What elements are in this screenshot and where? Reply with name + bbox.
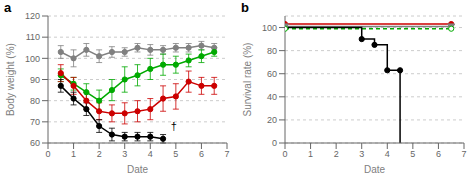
svg-text:0: 0 xyxy=(45,149,50,159)
html-text:b: b xyxy=(241,0,249,15)
svg-text:Date: Date xyxy=(127,164,149,175)
svg-text:7: 7 xyxy=(224,149,229,159)
svg-text:120: 120 xyxy=(25,11,40,21)
svg-text:3: 3 xyxy=(122,149,127,159)
svg-text:90: 90 xyxy=(30,75,40,85)
svg-text:100: 100 xyxy=(25,54,40,64)
svg-text:3: 3 xyxy=(359,149,364,159)
svg-text:40: 40 xyxy=(267,92,277,102)
svg-text:1: 1 xyxy=(308,149,313,159)
svg-text:70: 70 xyxy=(30,117,40,127)
svg-text:Date: Date xyxy=(364,164,386,175)
svg-text:110: 110 xyxy=(26,32,40,42)
svg-text:Body weight (%): Body weight (%) xyxy=(8,43,16,116)
svg-text:Survival rate (%): Survival rate (%) xyxy=(242,43,253,117)
svg-text:5: 5 xyxy=(410,149,415,159)
svg-text:80: 80 xyxy=(267,46,277,56)
svg-text:60: 60 xyxy=(267,69,277,79)
svg-text:6: 6 xyxy=(436,149,441,159)
svg-text:0: 0 xyxy=(282,149,287,159)
svg-text:20: 20 xyxy=(267,115,277,125)
svg-text:2: 2 xyxy=(334,149,339,159)
svg-text:80: 80 xyxy=(30,96,40,106)
svg-text:60: 60 xyxy=(30,138,40,148)
svg-text:7: 7 xyxy=(461,149,466,159)
svg-text:100: 100 xyxy=(262,23,277,33)
svg-text:5: 5 xyxy=(173,149,178,159)
svg-text:2: 2 xyxy=(97,149,102,159)
svg-text:4: 4 xyxy=(148,149,153,159)
html-text:a: a xyxy=(4,0,12,15)
svg-text:†: † xyxy=(171,120,177,132)
svg-text:0: 0 xyxy=(272,138,277,148)
svg-text:6: 6 xyxy=(199,149,204,159)
svg-text:4: 4 xyxy=(385,149,390,159)
svg-text:1: 1 xyxy=(71,149,76,159)
